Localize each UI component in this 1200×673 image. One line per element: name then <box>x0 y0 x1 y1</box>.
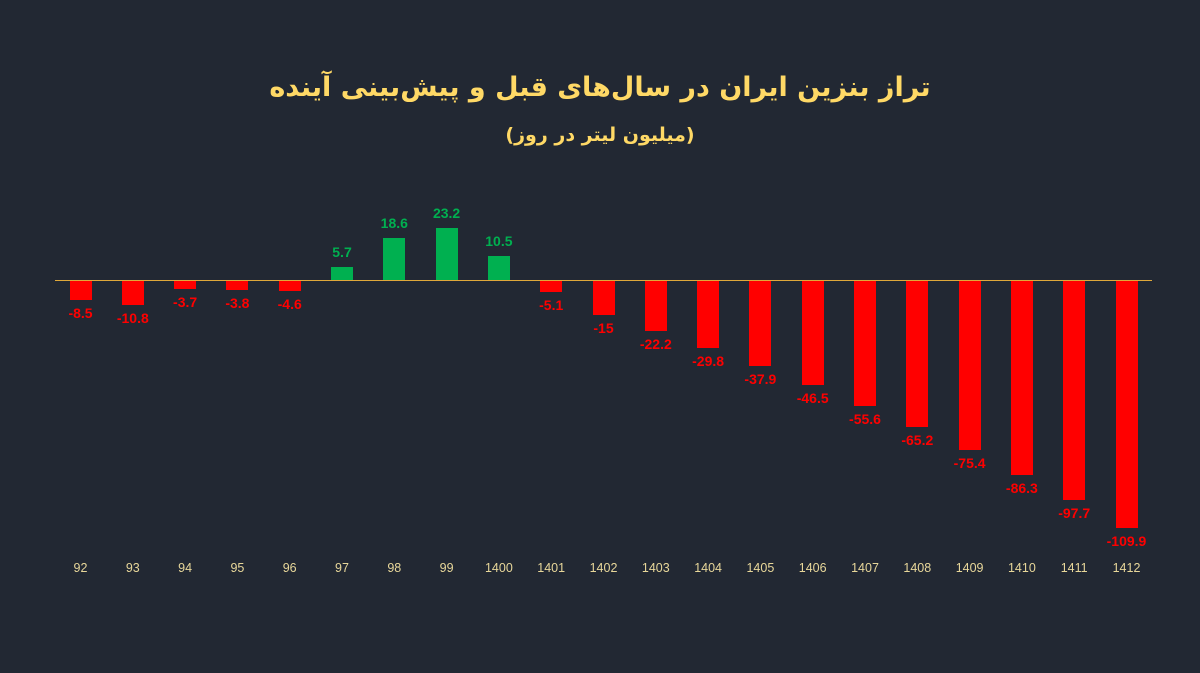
data-label: -3.7 <box>173 294 198 311</box>
x-tick-label: 1412 <box>1112 561 1141 575</box>
bar <box>801 281 824 386</box>
x-tick-label: 1403 <box>641 561 670 575</box>
x-tick-label: 1402 <box>589 561 618 575</box>
x-tick-label: 1410 <box>1007 561 1036 575</box>
x-tick-label: 1404 <box>694 561 722 575</box>
data-label: -55.6 <box>849 410 881 427</box>
x-tick-label: 1407 <box>851 561 879 575</box>
x-tick-label: 1405 <box>746 561 775 575</box>
bar <box>1063 281 1086 501</box>
x-tick-label: 95 <box>230 561 245 575</box>
data-label: 18.6 <box>380 215 408 232</box>
data-label: -5.1 <box>539 297 564 314</box>
data-label: 23.2 <box>432 204 461 221</box>
bar <box>1115 281 1138 528</box>
bar <box>1010 281 1033 475</box>
x-tick-label: 98 <box>387 561 402 575</box>
bar <box>592 281 615 315</box>
data-label: -65.2 <box>901 432 934 449</box>
x-tick-label: 1411 <box>1060 561 1088 575</box>
data-label: -10.8 <box>116 310 149 327</box>
bar <box>278 281 301 292</box>
bar <box>906 281 929 428</box>
bar <box>644 281 667 331</box>
data-label: -8.5 <box>68 305 93 322</box>
x-tick-label: 96 <box>282 561 297 575</box>
bar <box>383 238 406 280</box>
data-label: -109.9 <box>1106 532 1147 549</box>
bar <box>174 281 197 290</box>
x-tick-label: 92 <box>73 561 88 575</box>
bar <box>958 281 981 451</box>
data-label: -4.6 <box>277 296 302 313</box>
zero-baseline <box>55 280 1152 281</box>
bar <box>487 256 510 280</box>
x-tick-label: 93 <box>125 561 140 575</box>
x-tick-label: 94 <box>178 561 193 575</box>
bar <box>69 281 92 301</box>
data-label: -97.7 <box>1058 505 1091 522</box>
x-tick-label: 1401 <box>537 561 566 575</box>
x-tick-label: 97 <box>335 561 349 575</box>
data-label: -37.9 <box>744 371 777 388</box>
bar <box>121 281 144 306</box>
x-tick-label: 1406 <box>798 561 827 575</box>
data-label: 5.7 <box>332 244 352 261</box>
bar <box>854 281 876 406</box>
bar <box>226 281 249 290</box>
chart-subtitle: (میلیون لیتر در روز) <box>505 124 695 146</box>
bar <box>749 281 772 367</box>
x-tick-label: 99 <box>439 561 454 575</box>
x-tick-label: 1400 <box>484 561 513 575</box>
x-tick-label: 1409 <box>955 561 984 575</box>
data-label: -86.3 <box>1005 479 1038 496</box>
data-label: -15 <box>593 319 614 336</box>
data-label: 10.5 <box>485 233 513 250</box>
data-label: -46.5 <box>796 390 829 407</box>
data-label: -29.8 <box>692 352 725 369</box>
data-label: -22.2 <box>639 335 672 352</box>
x-tick-label: 1408 <box>903 561 932 575</box>
data-label: -3.8 <box>225 294 250 311</box>
data-label: -75.4 <box>953 455 986 472</box>
bar <box>697 281 720 348</box>
chart-title: تراز بنزین ایران در سال‌های قبل و پیش‌بی… <box>269 72 931 103</box>
bar <box>435 227 458 280</box>
bar <box>540 281 563 293</box>
bar <box>331 267 353 280</box>
